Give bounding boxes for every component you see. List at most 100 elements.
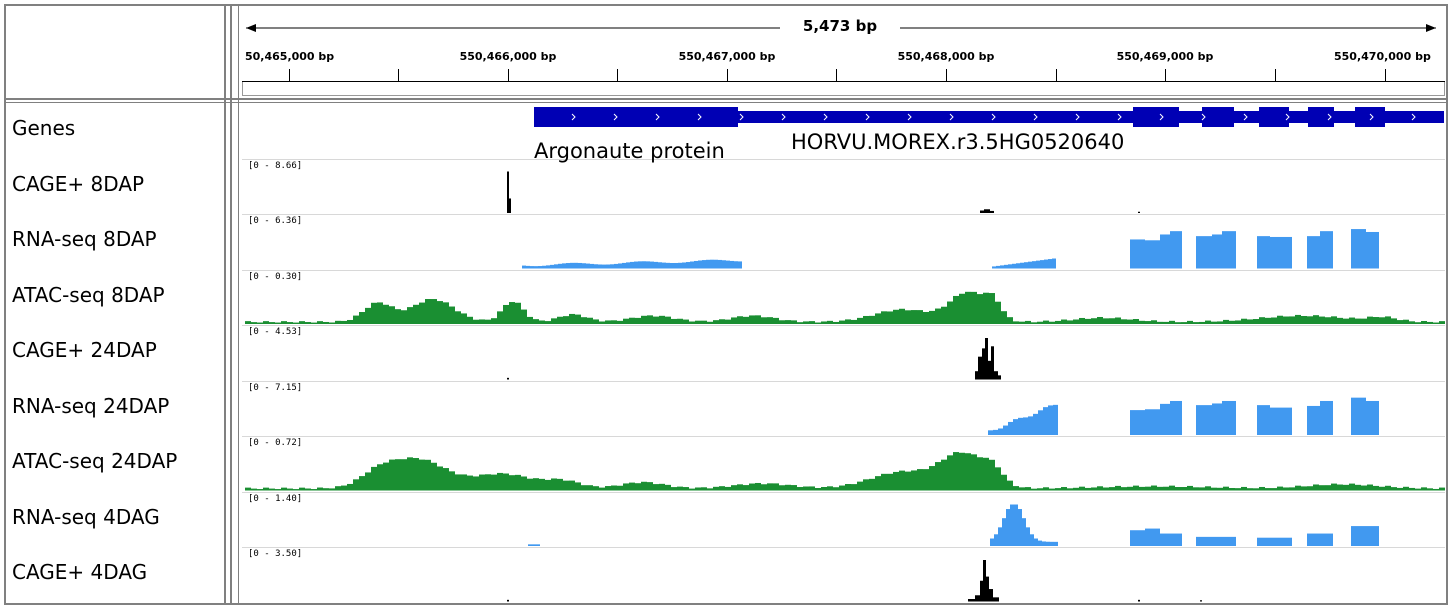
signal-bar <box>413 304 419 324</box>
track-name[interactable]: CAGE+ 24DAP <box>12 338 157 362</box>
ruler-minor-tick <box>1056 69 1057 81</box>
signal-bar <box>1018 417 1023 435</box>
panel-divider-left[interactable] <box>224 4 226 605</box>
signal-bar <box>455 311 461 324</box>
signal-bar <box>749 483 755 491</box>
signal-bar <box>317 487 323 491</box>
signal-bar <box>1229 488 1235 491</box>
track-name[interactable]: ATAC-seq 24DAP <box>12 449 178 473</box>
signal-bar <box>630 261 634 269</box>
signal-bar <box>251 488 257 491</box>
track-separator <box>242 380 1445 382</box>
signal-bar <box>731 485 737 491</box>
signal-bar <box>965 291 971 324</box>
signal-bar <box>845 319 851 324</box>
track-data-range: [0 - 0.30] <box>248 271 303 282</box>
signal-bar <box>575 314 581 324</box>
signal-bar <box>245 321 251 324</box>
signal-bar <box>611 320 617 324</box>
signal-bar <box>1319 316 1325 324</box>
signal-bar <box>431 299 437 324</box>
track-name[interactable]: CAGE+ 4DAG <box>12 560 148 584</box>
signal-bar <box>953 452 959 491</box>
ruler-tick-label: 550,466,000 bp <box>459 50 557 63</box>
signal-bar <box>785 320 791 324</box>
signal-bar <box>641 481 647 491</box>
panel-divider-right[interactable] <box>230 4 232 605</box>
signal-bar <box>797 322 803 324</box>
ruler-tick-label: 550,469,000 bp <box>1116 50 1214 63</box>
signal-bar <box>419 302 425 324</box>
track-name[interactable]: RNA-seq 8DAP <box>12 227 157 251</box>
track-separator <box>242 158 1445 160</box>
signal-bar <box>923 469 929 491</box>
signal-bar <box>610 264 614 269</box>
signal-bar <box>980 580 983 602</box>
signal-bar <box>666 262 670 269</box>
signal-bar <box>1289 487 1295 491</box>
signal-bar <box>707 321 713 324</box>
signal-bar <box>1271 317 1277 324</box>
signal-bar <box>419 459 425 491</box>
signal-bar <box>275 489 281 491</box>
signal-bar <box>323 321 329 324</box>
signal-bar <box>767 317 773 324</box>
signal-bar <box>1145 528 1160 546</box>
signal-bar <box>734 261 738 269</box>
signal-bar <box>983 292 989 324</box>
signal-bar <box>629 482 635 491</box>
gene-feature[interactable] <box>0 100 1453 140</box>
signal-bar <box>1415 488 1421 491</box>
signal-bar <box>515 474 521 491</box>
signal-bar <box>1403 319 1409 324</box>
signal-bar <box>658 262 662 269</box>
signal-bar <box>671 487 677 491</box>
signal-bar <box>467 475 473 491</box>
signal-bar <box>857 317 863 324</box>
signal-bar <box>707 488 713 491</box>
signal-bar <box>311 322 317 324</box>
signal-bar <box>449 471 455 491</box>
strand-arrow <box>1285 113 1290 121</box>
signal-bar <box>1196 405 1212 435</box>
track-name[interactable]: RNA-seq 4DAG <box>12 504 160 529</box>
signal-bar <box>407 457 413 491</box>
signal-bar <box>881 311 887 324</box>
signal-bar <box>611 485 617 491</box>
signal-bar <box>726 260 730 269</box>
track-name[interactable]: RNA-seq 24DAP <box>12 393 170 418</box>
signal-bar <box>990 210 994 213</box>
signal-bar <box>1138 599 1140 602</box>
signal-bar <box>887 473 893 491</box>
signal-bar <box>1307 405 1320 435</box>
signal-bar <box>602 264 606 269</box>
gene-exon <box>1259 107 1289 127</box>
signal-bar <box>1032 261 1036 269</box>
signal-bar <box>1253 319 1259 324</box>
signal-bar <box>1026 527 1030 546</box>
signal-bar <box>383 304 389 324</box>
signal-bar <box>551 478 557 491</box>
signal-bar <box>1403 486 1409 491</box>
signal-bar <box>521 309 527 324</box>
track-name[interactable]: CAGE+ 8DAP <box>12 171 145 196</box>
signal-bar <box>993 429 998 435</box>
signal-bar <box>722 260 726 269</box>
ruler-minor-tick <box>836 69 837 81</box>
signal-bar <box>1103 318 1109 324</box>
track-name[interactable]: Genes <box>12 116 76 140</box>
signal-bar <box>1067 320 1073 324</box>
strand-arrow <box>823 113 828 121</box>
signal-bar <box>1018 509 1022 546</box>
track-name[interactable]: ATAC-seq 8DAP <box>12 282 165 307</box>
signal-bar <box>779 485 785 491</box>
signal-bar <box>791 485 797 491</box>
track-separator <box>242 269 1445 271</box>
signal-bar <box>935 308 941 324</box>
gene-annotation-label: Argonaute protein <box>534 139 725 163</box>
signal-bar <box>659 483 665 491</box>
signal-bar <box>953 295 959 324</box>
signal-bar <box>1373 485 1379 491</box>
signal-bar <box>761 484 767 491</box>
